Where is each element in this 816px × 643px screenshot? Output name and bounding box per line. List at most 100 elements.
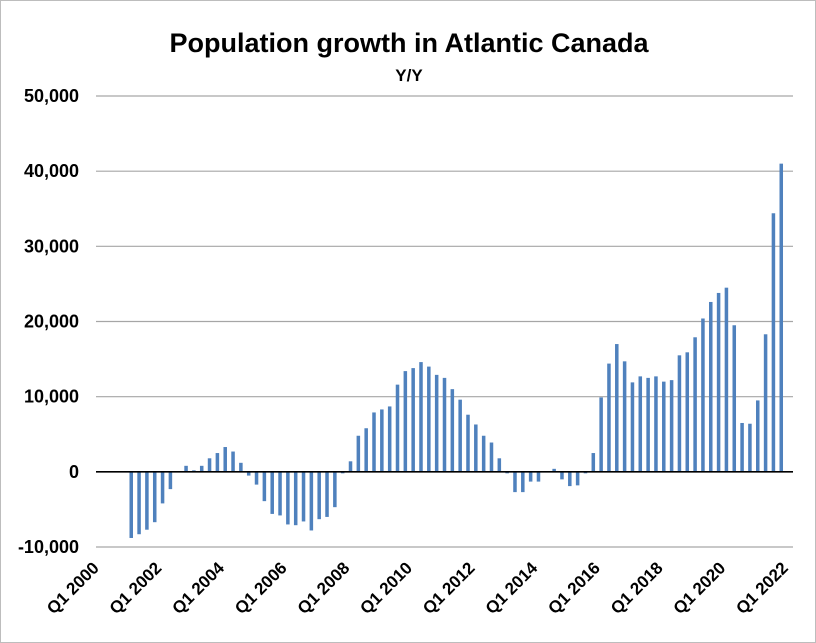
bar-q4-2016 (622, 361, 627, 472)
bar-q2-2006 (293, 471, 298, 526)
bar-q2-2002 (168, 471, 173, 490)
bar-q2-2007 (325, 471, 329, 517)
bar-q1-2011 (442, 377, 447, 472)
x-axis-tick-labels: Q1 2000 Q1 2002 Q1 2004 Q1 2006 Q1 2008 Q1 20… (43, 558, 792, 618)
bar-q4-2010 (434, 374, 439, 472)
bar-q2-2011 (450, 389, 455, 472)
bar-q1-2017 (630, 382, 635, 472)
bar-q3-2009 (395, 384, 400, 472)
bar-q4-2012 (497, 458, 502, 472)
bar-q4-2006 (309, 471, 314, 531)
y-tick-label: 0 (69, 462, 79, 482)
bar-q2-2012 (481, 435, 486, 472)
bar-q3-2001 (145, 471, 149, 530)
bar-q4-2001 (152, 471, 157, 523)
bar-q1-2018 (662, 381, 666, 472)
bar-q4-2014 (560, 471, 564, 480)
bar-q4-2020 (748, 423, 752, 472)
bar-q4-2013 (528, 471, 533, 482)
bar-q4-2017 (654, 376, 658, 472)
y-tick-label: 40,000 (24, 161, 79, 181)
bar-q4-2002 (184, 465, 188, 472)
bar-q3-2013 (521, 471, 525, 493)
bar-q3-2019 (709, 301, 713, 472)
bar-q4-2011 (466, 414, 470, 472)
bar-q4-2015 (591, 453, 596, 472)
bar-q2-2005 (262, 471, 267, 502)
bar-q2-2001 (137, 471, 141, 535)
bar-q2-2003 (199, 465, 204, 472)
bar-q4-2021 (779, 163, 784, 472)
x-tick-label: Q1 2000 (43, 558, 103, 618)
x-tick-label: Q1 2002 (106, 558, 166, 618)
bar-q1-2015 (568, 471, 572, 487)
x-tick-label: Q1 2014 (482, 558, 542, 618)
bar-q1-2001 (129, 471, 133, 538)
x-tick-label: Q1 2018 (607, 558, 667, 618)
bar-q4-2004 (246, 471, 251, 476)
bar-q1-2008 (348, 461, 353, 472)
bar-q1-2021 (756, 400, 760, 472)
x-tick-label: Q1 2020 (670, 558, 730, 618)
y-tick-label: 20,000 (24, 312, 79, 332)
bar-q2-2004 (231, 451, 235, 472)
bar-q4-2008 (372, 412, 376, 472)
bar-q2-2008 (356, 435, 361, 472)
bar-q3-2006 (301, 471, 306, 522)
bar-q3-2020 (740, 422, 744, 472)
bar-q2-2018 (669, 380, 674, 472)
bar-q2-2020 (732, 325, 737, 472)
bar-q2-2021 (763, 334, 768, 472)
bar-q1-2009 (380, 409, 384, 472)
bar-q2-2013 (513, 471, 517, 493)
bar-q2-2016 (607, 363, 611, 472)
y-tick-label: -10,000 (18, 537, 79, 557)
bar-q3-2016 (615, 344, 619, 472)
x-tick-label: Q1 2012 (419, 558, 479, 618)
x-tick-label: Q1 2008 (294, 558, 354, 618)
y-tick-label: 30,000 (24, 236, 79, 256)
bar-q2-2009 (387, 406, 392, 472)
chart-subtitle: Y/Y (395, 66, 423, 85)
bar-q3-2005 (270, 471, 274, 514)
y-tick-label: 10,000 (24, 387, 79, 407)
bar-q1-2007 (317, 471, 321, 520)
bar-q2-2010 (419, 362, 423, 472)
gridlines (96, 95, 793, 548)
bar-q1-2002 (160, 471, 165, 504)
chart-title: Population growth in Atlantic Canada (170, 28, 650, 58)
bar-q3-2017 (646, 377, 650, 472)
x-tick-label: Q1 2022 (732, 558, 792, 618)
x-tick-label: Q1 2004 (168, 558, 228, 618)
bar-q2-2015 (575, 471, 580, 486)
x-tick-label: Q1 2006 (231, 558, 291, 618)
bar-q3-2014 (552, 468, 556, 472)
bar-q2-2017 (638, 376, 643, 472)
bar-q1-2005 (254, 471, 259, 485)
bar-q4-2009 (403, 371, 408, 472)
bar-q3-2010 (427, 366, 431, 472)
bar-q4-2019 (716, 292, 721, 472)
bar-q4-2003 (215, 453, 220, 472)
y-tick-label: 50,000 (24, 86, 79, 106)
bar-q4-2018 (685, 352, 690, 472)
bar-q1-2016 (599, 397, 603, 472)
bar-q3-2003 (207, 458, 212, 472)
bar-q1-2004 (223, 447, 227, 472)
bar-series (129, 163, 784, 538)
bar-q3-2007 (333, 471, 337, 508)
bar-q1-2020 (724, 287, 729, 472)
bar-q1-2019 (693, 337, 697, 472)
bar-q4-2005 (278, 471, 282, 516)
bar-q3-2012 (489, 442, 494, 472)
bar-q2-2019 (701, 318, 705, 472)
bar-q3-2008 (364, 428, 368, 472)
bar-q1-2010 (411, 368, 415, 472)
bar-q1-2014 (536, 471, 541, 482)
bar-q1-2006 (286, 471, 290, 525)
bar-q3-2021 (771, 213, 776, 472)
y-axis-tick-labels: 50,000 40,000 30,000 20,000 10,000 0 -10,000 (18, 86, 79, 557)
bar-q3-2004 (239, 462, 243, 472)
